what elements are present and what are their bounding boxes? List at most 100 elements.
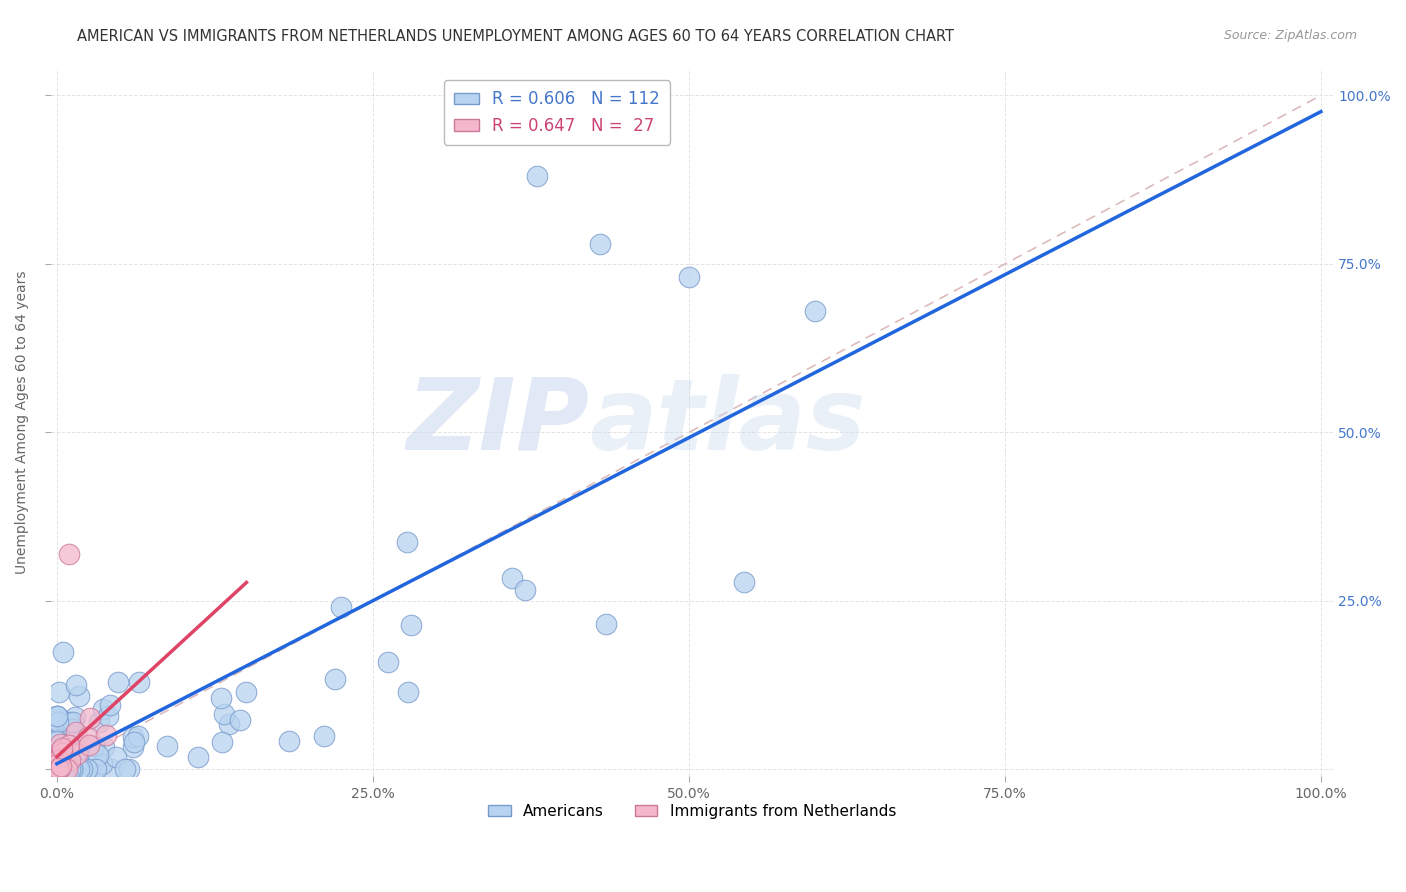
Point [58,547,80,561]
Point [60,763,83,777]
Point [90,756,112,771]
Point [63,738,86,752]
Point [59,738,82,752]
Point [46,753,69,767]
Point [733,574,755,589]
Point [312,729,335,743]
Point [87,748,110,763]
Point [45,763,67,777]
Point [52,645,75,659]
Legend: Americans, Immigrants from Netherlands: Americans, Immigrants from Netherlands [482,798,903,825]
Point [515,582,537,597]
Point [48,763,70,777]
Point [678,270,700,285]
Point [46,763,69,777]
Point [63,710,86,724]
Point [62,763,84,777]
Point [48,763,70,777]
Point [62,723,84,737]
Point [46,759,69,773]
Point [58,738,80,752]
Point [56,755,79,769]
Point [323,672,346,686]
Point [58,763,80,777]
Point [51,741,73,756]
Point [65,724,87,739]
Point [98,698,121,712]
Point [58,715,80,730]
Point [45,709,67,723]
Point [56,763,79,777]
Point [67,763,90,777]
Point [70,763,93,777]
Point [65,746,87,760]
Point [804,304,827,318]
Point [218,717,240,731]
Point [51,747,73,761]
Text: Source: ZipAtlas.com: Source: ZipAtlas.com [1223,29,1357,42]
Point [114,763,136,777]
Point [45,737,67,751]
Point [501,571,523,585]
Point [49,761,72,775]
Point [59,747,82,762]
Point [76,763,98,777]
Point [45,757,67,772]
Point [128,675,150,690]
Point [45,763,67,777]
Point [65,678,87,692]
Point [46,757,69,772]
Point [187,750,209,764]
Point [49,763,72,777]
Point [46,754,69,768]
Point [46,763,69,777]
Text: ZIP: ZIP [406,374,589,471]
Point [53,763,76,777]
Point [46,725,69,739]
Point [48,763,70,777]
Point [48,763,70,777]
Point [48,685,70,699]
Point [45,709,67,723]
Point [45,763,67,777]
Point [100,763,122,777]
Point [526,169,548,184]
Point [46,753,69,767]
Point [49,763,72,777]
Point [46,714,69,728]
Point [59,753,82,767]
Point [51,759,73,773]
Point [67,748,90,763]
Point [51,743,73,757]
Point [46,708,69,723]
Point [46,734,69,748]
Point [122,734,145,748]
Point [49,737,72,751]
Point [53,763,76,777]
Y-axis label: Unemployment Among Ages 60 to 64 years: Unemployment Among Ages 60 to 64 years [15,270,30,574]
Point [48,759,70,773]
Point [76,730,98,744]
Point [67,689,90,703]
Point [59,737,82,751]
Point [118,763,141,777]
Point [121,730,143,744]
Point [62,723,84,738]
Point [77,738,100,752]
Point [595,617,617,632]
Point [45,763,67,777]
Point [46,714,69,729]
Point [79,763,101,777]
Point [59,763,82,777]
Point [84,763,107,777]
Point [83,739,105,754]
Point [45,746,67,760]
Point [48,749,70,764]
Point [277,734,299,748]
Point [46,763,69,777]
Point [70,763,93,777]
Point [121,740,143,755]
Point [212,707,235,722]
Point [48,763,70,777]
Point [94,728,117,742]
